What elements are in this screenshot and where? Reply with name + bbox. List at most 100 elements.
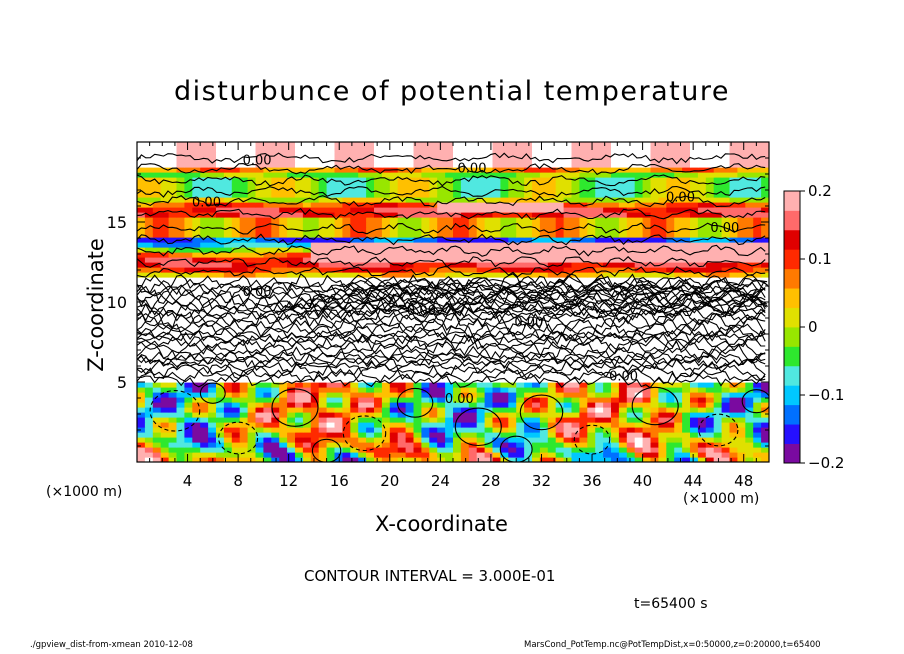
heatmap-cell: [611, 437, 620, 443]
heatmap-cell: [555, 282, 565, 288]
heatmap-cell: [563, 427, 573, 433]
heatmap-cell: [705, 357, 715, 363]
heatmap-cell: [539, 382, 549, 388]
heatmap-cell: [753, 222, 762, 228]
heatmap-cell: [595, 332, 604, 338]
heatmap-cell: [302, 317, 312, 323]
heatmap-cell: [737, 177, 746, 183]
heatmap-cell: [263, 202, 272, 208]
heatmap-cell: [374, 412, 383, 418]
heatmap-cell: [642, 307, 652, 313]
heatmap-cell: [642, 277, 652, 283]
heatmap-cell: [366, 337, 375, 343]
heatmap-cell: [721, 412, 731, 418]
heatmap-cell: [144, 317, 154, 323]
heatmap-cell: [532, 427, 541, 433]
heatmap-cell: [618, 457, 628, 462]
heatmap-cell: [429, 187, 438, 193]
heatmap-cell: [279, 392, 288, 398]
heatmap-cell: [674, 272, 683, 278]
heatmap-cell: [239, 267, 249, 273]
heatmap-cell: [247, 312, 257, 318]
heatmap-cell: [287, 147, 296, 153]
heatmap-cell: [168, 222, 178, 228]
heatmap-cell: [492, 177, 501, 183]
heatmap-cell: [168, 182, 178, 188]
heatmap-cell: [713, 372, 723, 378]
heatmap-cell: [413, 377, 422, 383]
heatmap-cell: [310, 447, 320, 453]
heatmap-cell: [484, 262, 494, 268]
heatmap-cell: [650, 267, 659, 273]
heatmap-cell: [532, 287, 541, 293]
heatmap-cell: [437, 242, 446, 248]
heatmap-cell: [524, 167, 533, 173]
heatmap-cell: [666, 432, 675, 438]
heatmap-cell: [516, 357, 525, 363]
heatmap-cell: [413, 407, 422, 413]
heatmap-cell: [626, 372, 636, 378]
heatmap-cell: [271, 147, 280, 153]
heatmap-cell: [453, 162, 462, 168]
heatmap-cell: [460, 232, 470, 238]
heatmap-cell: [216, 362, 225, 368]
heatmap-cell: [279, 327, 288, 333]
heatmap-cell: [555, 297, 565, 303]
heatmap-cell: [737, 442, 746, 448]
heatmap-cell: [453, 342, 462, 348]
heatmap-cell: [389, 332, 399, 338]
heatmap-cell: [484, 337, 494, 343]
heatmap-cell: [326, 372, 336, 378]
heatmap-cell: [745, 152, 754, 158]
heatmap-cell: [618, 392, 628, 398]
heatmap-cell: [713, 177, 723, 183]
heatmap-cell: [563, 432, 573, 438]
heatmap-cell: [484, 222, 494, 228]
heatmap-cell: [405, 402, 415, 408]
heatmap-cell: [334, 427, 343, 433]
heatmap-cell: [524, 157, 533, 163]
heatmap-cell: [152, 347, 162, 353]
heatmap-cell: [650, 352, 659, 358]
heatmap-cell: [468, 452, 478, 458]
heatmap-cell: [460, 282, 470, 288]
heatmap-cell: [279, 312, 288, 318]
heatmap-cell: [761, 447, 769, 453]
heatmap-cell: [200, 147, 209, 153]
heatmap-cell: [350, 187, 359, 193]
heatmap-cell: [445, 367, 454, 373]
heatmap-cell: [508, 157, 517, 163]
heatmap-cell: [547, 202, 557, 208]
heatmap-cell: [137, 357, 146, 363]
heatmap-cell: [587, 412, 596, 418]
heatmap-cell: [137, 367, 146, 373]
heatmap-cell: [358, 212, 367, 218]
heatmap-cell: [539, 377, 549, 383]
heatmap-cell: [366, 222, 375, 228]
heatmap-cell: [587, 177, 596, 183]
heatmap-cell: [176, 157, 185, 163]
heatmap-cell: [389, 422, 399, 428]
heatmap-cell: [603, 402, 612, 408]
heatmap-cell: [453, 407, 462, 413]
heatmap-cell: [389, 272, 399, 278]
heatmap-cell: [468, 212, 478, 218]
heatmap-cell: [658, 422, 667, 428]
heatmap-cell: [255, 427, 264, 433]
heatmap-cell: [626, 272, 636, 278]
heatmap-cell: [555, 432, 565, 438]
heatmap-cell: [302, 347, 312, 353]
heatmap-cell: [208, 387, 217, 393]
heatmap-cell: [223, 217, 233, 223]
heatmap-cell: [618, 267, 628, 273]
heatmap-cell: [255, 392, 264, 398]
heatmap-cell: [302, 297, 312, 303]
heatmap-cell: [168, 242, 178, 248]
heatmap-cell: [358, 152, 367, 158]
heatmap-cell: [595, 177, 604, 183]
heatmap-cell: [326, 327, 336, 333]
heatmap-cell: [603, 252, 612, 258]
heatmap-cell: [642, 417, 652, 423]
heatmap-cell: [263, 232, 272, 238]
heatmap-cell: [208, 447, 217, 453]
